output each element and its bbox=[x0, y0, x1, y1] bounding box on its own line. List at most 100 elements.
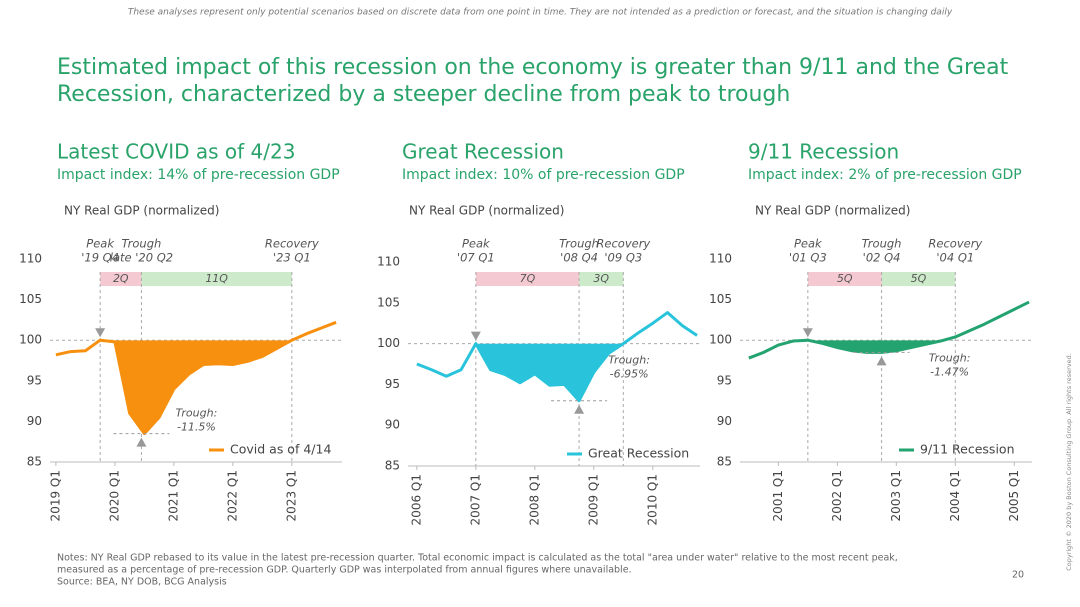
y-tick-label: 95 bbox=[27, 373, 42, 387]
event-date: '07 Q1 bbox=[457, 251, 495, 265]
phase-bar bbox=[579, 272, 624, 286]
y-tick-label: 105 bbox=[377, 295, 400, 309]
trough-note: -6.95% bbox=[610, 368, 649, 381]
x-tick-label: 2001 Q1 bbox=[771, 470, 785, 521]
notes: measured as a percentage of pre-recessio… bbox=[57, 565, 632, 576]
event-date: '19 Q4 bbox=[81, 251, 119, 265]
y-tick-label: 95 bbox=[717, 373, 732, 387]
copyright: Copyright © 2020 by Boston Consulting Gr… bbox=[1065, 353, 1073, 571]
event-name: Peak bbox=[462, 237, 491, 251]
y-tick-label: 100 bbox=[19, 333, 42, 347]
x-tick-label: 2007 Q1 bbox=[468, 474, 482, 525]
peak-marker bbox=[470, 331, 481, 341]
event-name: Peak bbox=[794, 237, 823, 251]
area-under-water bbox=[100, 340, 292, 434]
x-tick-label: 2022 Q1 bbox=[225, 470, 239, 521]
series-line bbox=[416, 311, 698, 403]
phase-bar bbox=[807, 272, 882, 286]
x-tick-label: 2008 Q1 bbox=[527, 474, 541, 525]
x-tick-label: 2002 Q1 bbox=[830, 470, 844, 521]
phase-label: 5Q bbox=[837, 272, 853, 285]
phase-bar bbox=[141, 272, 292, 286]
x-tick-label: 2019 Q1 bbox=[48, 470, 62, 521]
y-tick-label: 110 bbox=[19, 252, 42, 266]
x-tick-label: 2004 Q1 bbox=[948, 470, 962, 521]
x-tick-label: 2023 Q1 bbox=[284, 470, 298, 521]
trough-note: -11.5% bbox=[177, 421, 216, 434]
y-tick-label: 110 bbox=[709, 252, 732, 266]
phase-bar bbox=[100, 272, 142, 286]
event-date: '08 Q4 bbox=[560, 251, 598, 265]
chart-title: Great Recession bbox=[402, 140, 564, 164]
trough-note: Trough: bbox=[176, 407, 218, 420]
x-tick-label: 2005 Q1 bbox=[1007, 470, 1021, 521]
event-date: '02 Q4 bbox=[863, 251, 901, 265]
trough-note: Trough: bbox=[608, 354, 650, 367]
series-line bbox=[748, 300, 1030, 360]
phase-bar bbox=[475, 272, 580, 286]
notes: Notes: NY Real GDP rebased to its value … bbox=[57, 553, 898, 564]
y-tick-label: 90 bbox=[717, 414, 732, 428]
trough-marker bbox=[574, 404, 585, 414]
y-tick-label: 85 bbox=[717, 455, 732, 469]
event-name: Trough bbox=[862, 237, 902, 251]
x-tick-label: 2006 Q1 bbox=[409, 474, 423, 525]
chart-title: Latest COVID as of 4/23 bbox=[57, 140, 295, 164]
y-tick-label: 105 bbox=[709, 292, 732, 306]
event-date: '23 Q1 bbox=[273, 251, 311, 265]
event-name: Trough bbox=[559, 237, 599, 251]
y-tick-label: 90 bbox=[27, 414, 42, 428]
phase-label: 11Q bbox=[205, 272, 228, 285]
phase-bar bbox=[881, 272, 956, 286]
y-axis-title: NY Real GDP (normalized) bbox=[755, 204, 910, 218]
event-date: late '20 Q2 bbox=[110, 251, 173, 265]
phase-label: 2Q bbox=[113, 272, 129, 285]
phase-label: 3Q bbox=[593, 272, 609, 285]
y-tick-label: 85 bbox=[27, 455, 42, 469]
y-tick-label: 105 bbox=[19, 292, 42, 306]
legend-label: Great Recession bbox=[588, 446, 689, 461]
event-date: '01 Q3 bbox=[789, 251, 827, 265]
event-name: Recovery bbox=[265, 237, 319, 251]
chart-subtitle: Impact index: 10% of pre-recession GDP bbox=[402, 167, 685, 183]
y-axis-title: NY Real GDP (normalized) bbox=[409, 204, 564, 218]
chart-subtitle: Impact index: 14% of pre-recession GDP bbox=[57, 167, 340, 183]
trough-marker bbox=[876, 356, 887, 366]
legend-label: 9/11 Recession bbox=[920, 442, 1015, 457]
event-date: '04 Q1 bbox=[936, 251, 974, 265]
series-line bbox=[55, 320, 337, 436]
area-under-water bbox=[807, 340, 944, 353]
phase-label: 7Q bbox=[520, 272, 536, 285]
event-name: Peak bbox=[86, 237, 115, 251]
y-tick-label: 85 bbox=[385, 459, 400, 473]
x-tick-label: 2021 Q1 bbox=[166, 470, 180, 521]
y-axis-title: NY Real GDP (normalized) bbox=[64, 204, 219, 218]
x-tick-label: 2003 Q1 bbox=[889, 470, 903, 521]
chart-subtitle: Impact index: 2% of pre-recession GDP bbox=[748, 167, 1022, 183]
area-under-water bbox=[475, 343, 624, 401]
chart-title: 9/11 Recession bbox=[748, 140, 899, 164]
x-tick-label: 2010 Q1 bbox=[645, 474, 659, 525]
phase-label: 5Q bbox=[911, 272, 927, 285]
y-tick-label: 90 bbox=[385, 418, 400, 432]
disclaimer: These analyses represent only potential … bbox=[128, 8, 953, 18]
event-name: Recovery bbox=[928, 237, 982, 251]
event-date: '09 Q3 bbox=[604, 251, 642, 265]
trough-note: Trough: bbox=[929, 351, 971, 364]
event-name: Recovery bbox=[596, 237, 650, 251]
event-name: Trough bbox=[122, 237, 162, 251]
headline: Recession, characterized by a steeper de… bbox=[57, 82, 790, 107]
y-tick-label: 100 bbox=[709, 333, 732, 347]
peak-marker bbox=[802, 328, 813, 338]
headline: Estimated impact of this recession on th… bbox=[57, 55, 1009, 80]
y-tick-label: 95 bbox=[385, 377, 400, 391]
source: Source: BEA, NY DOB, BCG Analysis bbox=[57, 577, 227, 588]
trough-marker bbox=[136, 437, 147, 447]
trough-note: -1.47% bbox=[930, 365, 969, 378]
legend-label: Covid as of 4/14 bbox=[230, 442, 331, 457]
y-tick-label: 110 bbox=[377, 255, 400, 269]
x-tick-label: 2020 Q1 bbox=[107, 470, 121, 521]
peak-marker bbox=[95, 328, 106, 338]
y-tick-label: 100 bbox=[377, 336, 400, 350]
